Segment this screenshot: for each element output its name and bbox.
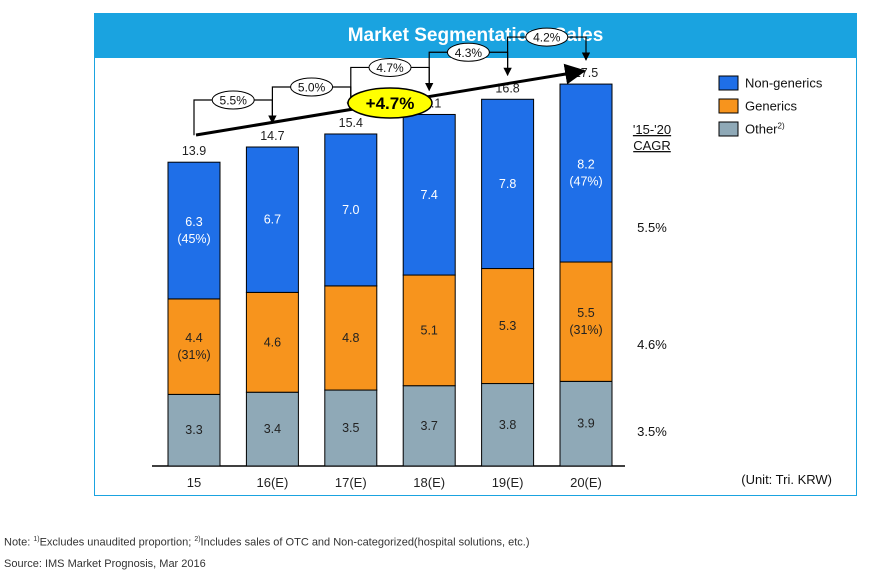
x-tick-label-1: 16(E)	[257, 475, 289, 490]
bar-segment-other-0	[167, 393, 221, 467]
overall-growth-bubble	[347, 87, 433, 119]
unit-label: (Unit: Tri. KRW)	[741, 472, 832, 487]
data-label-generics-5: 5.5	[577, 306, 594, 320]
data-label-generics-0: (31%)	[177, 348, 210, 362]
yoy-growth-bubble-4	[525, 27, 569, 47]
yoy-growth-label-2: 4.7%	[376, 61, 404, 75]
bar-segment-non-generics-5	[559, 83, 613, 263]
cagr-value-other: 3.5%	[637, 424, 667, 439]
yoy-growth-label-0: 5.5%	[220, 94, 248, 108]
cagr-value-non-generics: 5.5%	[637, 220, 667, 235]
yoy-growth-bubble-2	[368, 57, 412, 77]
legend-label-generics: Generics	[745, 99, 798, 114]
footnote-1-text: Excludes unaudited proportion;	[39, 536, 195, 549]
data-label-other-1: 3.4	[264, 422, 281, 436]
bar-segment-other-2	[324, 389, 378, 467]
footnote: Note: 1)Excludes unaudited proportion; 2…	[4, 536, 530, 549]
data-label-other-3: 3.7	[421, 419, 438, 433]
bar-segment-other-5	[559, 380, 613, 467]
chart-title: Market Segmentation	[347, 25, 540, 46]
legend-label-other: Other2)	[745, 122, 785, 137]
legend-swatch-non-generics	[718, 75, 739, 91]
data-label-non-generics-1: 6.7	[264, 213, 281, 227]
total-label-1: 14.7	[260, 129, 284, 143]
x-tick-label-0: 15	[187, 475, 201, 490]
data-label-non-generics-2: 7.0	[342, 203, 359, 217]
data-label-non-generics-0: 6.3	[185, 215, 202, 229]
yoy-growth-label-1: 5.0%	[298, 80, 326, 94]
footnote-2-mark: 2)	[194, 536, 201, 543]
yoy-growth-label-4: 4.2%	[533, 31, 561, 45]
source-note: Source: IMS Market Prognosis, Mar 2016	[4, 558, 206, 570]
bar-segment-non-generics-1	[245, 146, 299, 293]
bar-segment-generics-2	[324, 285, 378, 391]
footnote-prefix: Note:	[4, 536, 34, 549]
x-tick-label-3: 18(E)	[413, 475, 445, 490]
legend-swatch-other	[718, 121, 739, 137]
x-tick-label-2: 17(E)	[335, 475, 367, 490]
yoy-growth-bubble-1	[290, 77, 334, 97]
data-label-non-generics-4: 7.8	[499, 177, 516, 191]
total-label-2: 15.4	[339, 116, 363, 130]
data-label-generics-5: (31%)	[569, 323, 602, 337]
legend-swatch-generics	[718, 98, 739, 114]
x-tick-label-4: 19(E)	[492, 475, 524, 490]
bar-segment-non-generics-0	[167, 161, 221, 300]
yoy-growth-bubble-3	[446, 42, 490, 62]
bar-segment-non-generics-3	[402, 113, 456, 276]
yoy-growth-label-3: 4.3%	[455, 46, 483, 60]
data-label-generics-1: 4.6	[264, 335, 281, 349]
data-label-generics-2: 4.8	[342, 331, 359, 345]
stacked-bar-chart: 3.3 4.4 (31%) 6.3 (45%) 13.9 15 3.4 4.6 6.7 14.7 16…	[152, 27, 832, 490]
data-label-other-0: 3.3	[185, 423, 202, 437]
footnote-1-mark: 1)	[33, 536, 40, 543]
bar-segment-other-4	[481, 383, 535, 467]
data-label-generics-4: 5.3	[499, 319, 516, 333]
data-label-other-5: 3.9	[577, 417, 594, 431]
data-label-non-generics-0: (45%)	[177, 232, 210, 246]
data-label-non-generics-5: 8.2	[577, 158, 594, 172]
x-tick-label-5: 20(E)	[570, 475, 602, 490]
bar-segment-generics-5	[559, 261, 613, 382]
footnote-2-text: Includes sales of OTC and Non-categorize…	[200, 536, 530, 549]
overall-growth-label: +4.7%	[366, 94, 415, 113]
yoy-growth-bubble-0	[211, 90, 255, 110]
bar-segment-generics-4	[481, 268, 535, 385]
bar-segment-other-3	[402, 385, 456, 467]
data-label-generics-0: 4.4	[185, 331, 202, 345]
data-label-non-generics-5: (47%)	[569, 175, 602, 189]
cagr-value-generics: 4.6%	[637, 337, 667, 352]
cagr-header-label: CAGR	[633, 138, 671, 153]
data-label-other-2: 3.5	[342, 421, 359, 435]
cagr-header-period: '15-'20	[633, 122, 671, 137]
bar-segment-non-generics-4	[481, 98, 535, 270]
data-label-generics-3: 5.1	[421, 323, 438, 337]
data-label-non-generics-3: 7.4	[421, 188, 438, 202]
total-label-0: 13.9	[182, 144, 206, 158]
data-label-other-4: 3.8	[499, 418, 516, 432]
legend-label-non-generics: Non-generics	[745, 76, 823, 91]
bar-segment-non-generics-2	[324, 133, 378, 287]
bar-segment-generics-0	[167, 298, 221, 395]
